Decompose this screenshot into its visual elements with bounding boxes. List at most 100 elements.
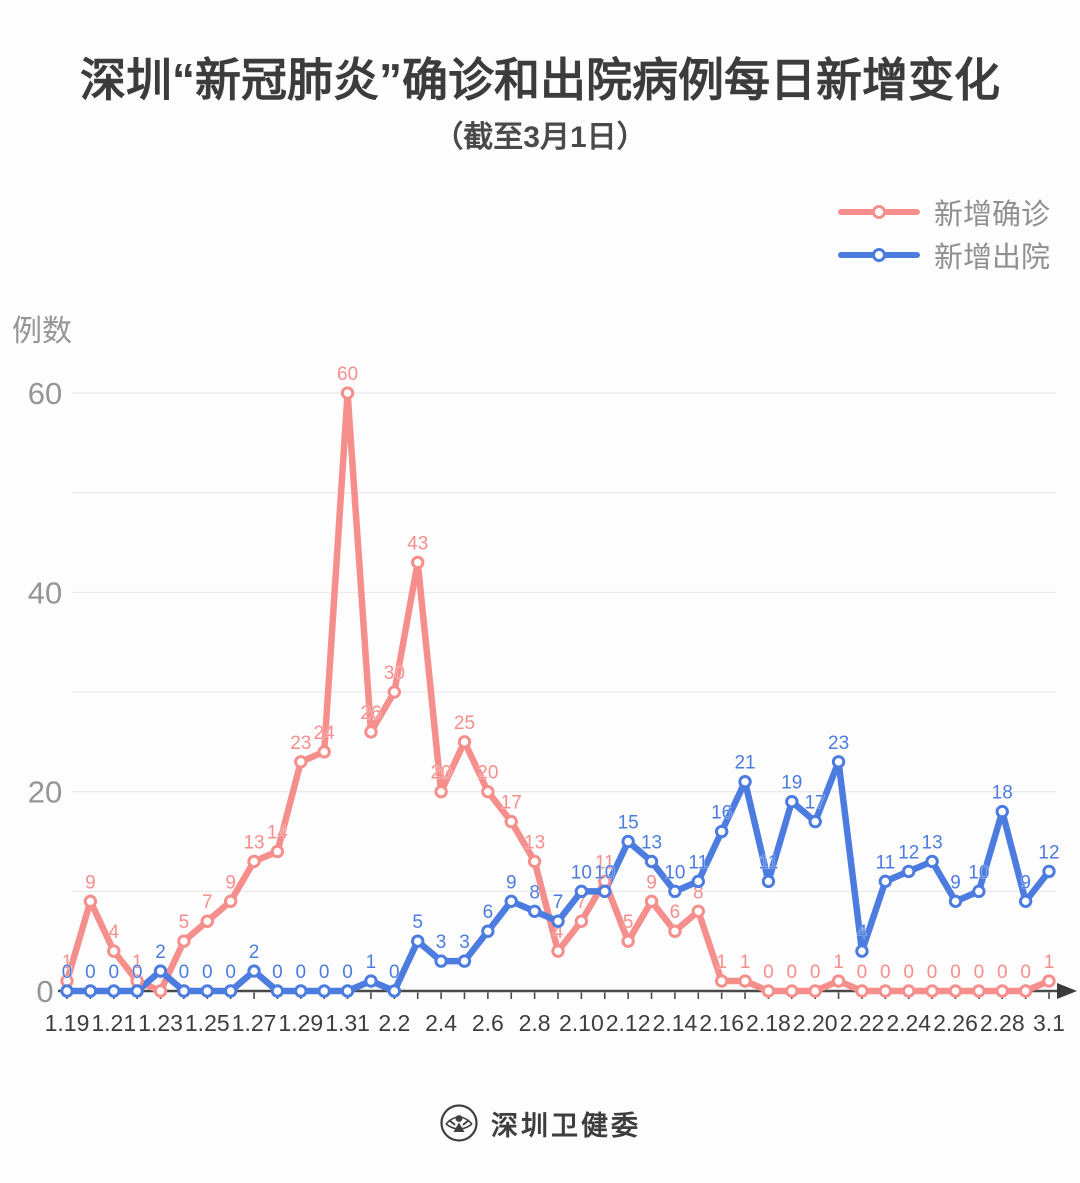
footer-brand-text: 深圳卫健委 [491, 1110, 641, 1141]
discharged-data-label: 10 [968, 862, 989, 883]
chart-subtitle: （截至3月1日） [433, 121, 647, 154]
discharged-marker [551, 914, 565, 928]
discharged-data-label: 0 [319, 962, 330, 983]
confirmed-marker [714, 974, 729, 988]
discharged-marker [200, 984, 214, 998]
confirmed-data-label: 43 [407, 533, 428, 554]
y-tick-label: 0 [36, 974, 53, 1009]
discharged-data-label: 15 [618, 813, 639, 834]
discharged-marker [902, 864, 916, 879]
confirmed-marker [808, 984, 822, 998]
confirmed-data-label: 1 [833, 952, 844, 973]
x-tick-label: 2.6 [472, 1010, 504, 1036]
confirmed-data-label: 0 [1020, 962, 1031, 983]
x-tick-label: 2.24 [886, 1010, 931, 1036]
confirmed-data-label: 17 [501, 793, 522, 814]
confirmed-marker [1042, 974, 1056, 988]
x-tick-label: 2.10 [559, 1010, 604, 1036]
confirmed-data-label: 14 [267, 822, 289, 843]
confirmed-data-label: 0 [857, 962, 868, 983]
discharged-data-label: 12 [898, 842, 919, 863]
confirmed-marker [83, 894, 98, 909]
discharged-data-label: 23 [828, 733, 849, 754]
confirmed-marker [644, 894, 659, 909]
x-tick-label: 1.25 [185, 1010, 230, 1036]
confirmed-marker [481, 784, 495, 799]
confirmed-data-label: 60 [337, 364, 358, 385]
discharged-marker [411, 934, 425, 948]
confirmed-data-label: 9 [225, 872, 236, 893]
discharged-marker [177, 984, 191, 998]
confirmed-data-label: 11 [595, 852, 615, 873]
confirmed-marker [200, 914, 214, 928]
discharged-marker [1018, 894, 1033, 909]
discharged-marker [223, 984, 238, 998]
confirmed-marker [831, 974, 846, 988]
discharged-marker [831, 755, 846, 769]
x-tick-label: 1.19 [45, 1010, 90, 1036]
discharged-marker [855, 944, 869, 958]
legend-label-discharged: 新增出院 [934, 241, 1051, 274]
discharged-data-label: 9 [506, 872, 517, 893]
confirmed-data-label: 0 [903, 962, 914, 983]
confirmed-data-label: 0 [787, 962, 798, 983]
confirmed-marker [551, 944, 565, 958]
footer-brand: 深圳卫健委 [0, 1103, 1080, 1143]
confirmed-data-label: 0 [927, 962, 938, 983]
discharged-data-label: 0 [132, 962, 143, 983]
confirmed-marker [153, 984, 168, 998]
confirmed-marker [668, 924, 682, 938]
discharged-data-label: 13 [922, 832, 943, 853]
confirmed-marker [434, 784, 448, 799]
x-tick-label: 2.8 [519, 1010, 551, 1036]
confirmed-data-label: 24 [314, 723, 336, 744]
x-tick-label: 1.21 [91, 1010, 136, 1036]
confirmed-marker [948, 984, 963, 998]
discharged-data-label: 21 [734, 753, 755, 774]
discharged-data-label: 0 [389, 962, 400, 983]
discharged-marker [808, 814, 822, 829]
discharged-marker [644, 854, 659, 869]
discharged-data-label: 0 [108, 962, 119, 983]
discharged-data-label: 0 [85, 962, 96, 983]
discharged-marker [738, 775, 752, 789]
y-tick-label: 60 [28, 376, 62, 411]
x-tick-label: 1.29 [278, 1010, 323, 1036]
confirmed-marker [340, 386, 355, 400]
discharged-data-label: 19 [781, 773, 802, 794]
discharged-marker [364, 974, 378, 988]
x-tick-label: 1.31 [325, 1010, 370, 1036]
discharged-marker [504, 894, 518, 909]
x-tick-label: 2.4 [425, 1010, 457, 1036]
discharged-data-label: 3 [436, 932, 447, 953]
confirmed-marker [785, 984, 799, 998]
y-tick-label: 20 [28, 775, 62, 810]
discharged-marker [247, 964, 261, 978]
discharged-data-label: 3 [459, 932, 470, 953]
discharged-data-label: 2 [249, 942, 260, 963]
y-tick-label: 40 [28, 575, 62, 610]
discharged-marker [1042, 864, 1056, 879]
confirmed-marker [107, 944, 121, 958]
discharged-data-label: 0 [62, 962, 73, 983]
discharged-marker [574, 884, 589, 899]
x-tick-label: 3.1 [1033, 1010, 1065, 1036]
confirmed-marker [972, 984, 986, 998]
confirmed-data-label: 20 [431, 763, 452, 784]
confirmed-data-label: 9 [85, 872, 96, 893]
discharged-marker [294, 984, 308, 998]
confirmed-data-label: 13 [243, 832, 264, 853]
discharged-marker [481, 924, 495, 938]
discharged-data-label: 10 [664, 862, 685, 883]
confirmed-marker [387, 685, 402, 699]
discharged-marker [621, 834, 635, 849]
confirmed-marker [457, 735, 472, 749]
discharged-marker [668, 884, 682, 899]
x-tick-label: 2.18 [746, 1010, 791, 1036]
confirmed-data-label: 7 [202, 892, 213, 913]
discharged-data-label: 12 [1038, 842, 1059, 863]
discharged-marker [995, 804, 1009, 819]
discharged-marker [948, 894, 963, 909]
confirmed-data-label: 5 [623, 912, 634, 933]
discharged-marker [972, 884, 986, 899]
